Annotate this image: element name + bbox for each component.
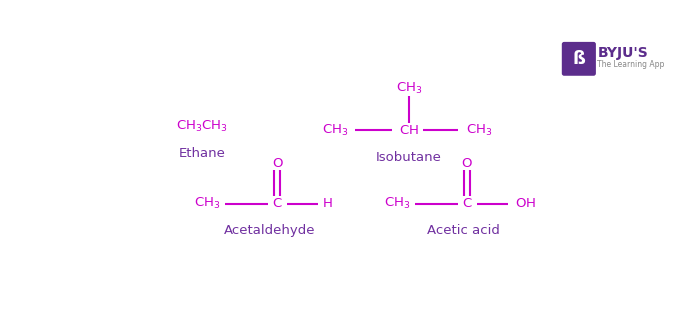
Text: $\mathsf{CH_3}$: $\mathsf{CH_3}$: [466, 123, 492, 138]
Text: Isobutane: Isobutane: [376, 151, 442, 164]
Text: $\mathsf{CH_3}$: $\mathsf{CH_3}$: [195, 196, 221, 211]
Text: Ethane: Ethane: [178, 147, 225, 160]
Text: $\mathsf{H}$: $\mathsf{H}$: [323, 197, 333, 210]
Text: $\mathsf{C}$: $\mathsf{C}$: [462, 197, 472, 210]
Text: ß: ß: [573, 50, 585, 68]
Text: The Learning App: The Learning App: [598, 60, 665, 69]
Text: $\mathsf{CH_3}$: $\mathsf{CH_3}$: [322, 123, 349, 138]
FancyBboxPatch shape: [562, 42, 596, 76]
Text: $\mathsf{CH_3CH_3}$: $\mathsf{CH_3CH_3}$: [176, 119, 228, 134]
Text: $\mathsf{C}$: $\mathsf{C}$: [272, 197, 283, 210]
Text: $\mathsf{O}$: $\mathsf{O}$: [461, 157, 473, 170]
Text: $\mathsf{CH_3}$: $\mathsf{CH_3}$: [396, 81, 422, 96]
Text: Acetaldehyde: Acetaldehyde: [224, 224, 316, 237]
Text: BYJU'S: BYJU'S: [598, 46, 648, 61]
Text: $\mathsf{OH}$: $\mathsf{OH}$: [514, 197, 536, 210]
Text: Acetic acid: Acetic acid: [427, 224, 500, 237]
Text: $\mathsf{CH}$: $\mathsf{CH}$: [399, 124, 419, 137]
Text: $\mathsf{O}$: $\mathsf{O}$: [272, 157, 284, 170]
Text: $\mathsf{CH_3}$: $\mathsf{CH_3}$: [384, 196, 411, 211]
